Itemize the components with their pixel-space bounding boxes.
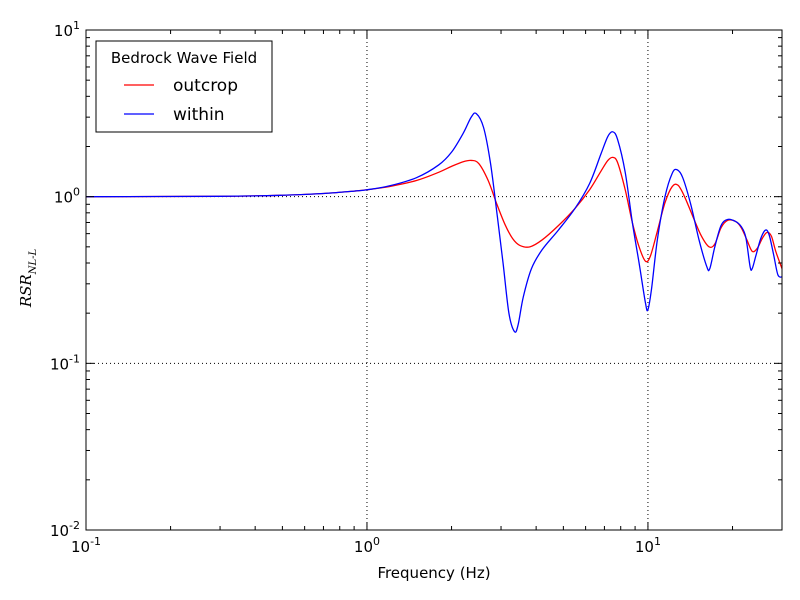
x-tick-label-base: 10 xyxy=(71,538,90,556)
x-tick-label: 100 xyxy=(354,535,380,556)
y-axis-label: RSRNL-L xyxy=(17,249,39,309)
y-tick-label: 101 xyxy=(54,19,80,40)
y-tick-label-exp: 1 xyxy=(73,19,80,32)
x-tick-labels: 10-1 100 101 xyxy=(71,535,661,556)
y-tick-label-exp: -1 xyxy=(69,352,80,365)
legend-box xyxy=(95,40,273,133)
legend-entries: outcrop within xyxy=(124,76,238,125)
axis-ticks xyxy=(85,29,783,531)
y-tick-label-base: 10 xyxy=(54,22,73,40)
y-tick-label-exp: -2 xyxy=(69,519,80,532)
y-axis-label-main: RSR xyxy=(17,274,35,308)
legend-title: Bedrock Wave Field xyxy=(111,49,257,67)
x-tick-label: 101 xyxy=(635,535,661,556)
y-tick-label-base: 10 xyxy=(54,189,73,207)
plot-frame xyxy=(85,29,783,531)
x-axis-label: Frequency (Hz) xyxy=(377,564,490,582)
y-tick-label: 10-1 xyxy=(50,352,80,373)
series-line-within xyxy=(86,112,782,333)
y-axis-label-sub: NL-L xyxy=(28,249,39,276)
y-tick-label-base: 10 xyxy=(50,522,69,540)
legend: Bedrock Wave Field outcrop within xyxy=(95,40,273,133)
x-tick-label-exp: 0 xyxy=(373,535,380,548)
x-tick-label-base: 10 xyxy=(635,538,654,556)
y-tick-label-exp: 0 xyxy=(73,186,80,199)
plot-area xyxy=(86,112,782,333)
x-tick-label-exp: -1 xyxy=(90,535,101,548)
y-tick-label: 10-2 xyxy=(50,519,80,540)
y-tick-label: 100 xyxy=(54,186,80,207)
x-tick-label: 10-1 xyxy=(71,535,101,556)
y-tick-label-base: 10 xyxy=(50,355,69,373)
x-tick-label-exp: 1 xyxy=(654,535,661,548)
legend-label-within: within xyxy=(173,105,225,125)
x-tick-label-base: 10 xyxy=(354,538,373,556)
legend-label-outcrop: outcrop xyxy=(173,76,238,96)
